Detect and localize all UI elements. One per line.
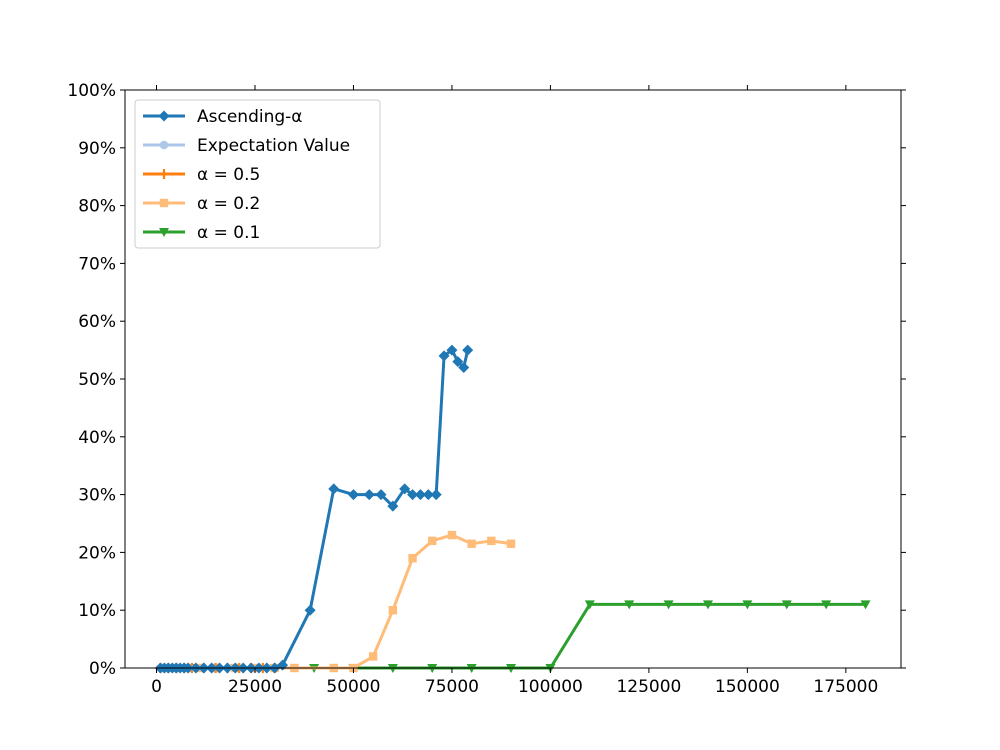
data-point — [458, 361, 470, 373]
x-tick-label: 175000 — [813, 677, 878, 697]
legend-marker — [159, 169, 169, 179]
legend-marker — [158, 110, 170, 122]
x-tick-label: 75000 — [425, 677, 479, 697]
data-point — [702, 600, 713, 610]
x-tick-label: 125000 — [616, 677, 681, 697]
data-point — [584, 600, 595, 610]
data-point — [363, 489, 375, 501]
y-tick-label: 30% — [78, 486, 116, 506]
data-point — [447, 530, 457, 540]
data-point — [328, 483, 340, 495]
legend-entry: Expectation Value — [143, 136, 350, 156]
data-point — [487, 536, 496, 546]
y-tick-label: 40% — [78, 428, 116, 448]
data-point — [462, 344, 474, 356]
legend-marker — [159, 198, 169, 208]
data-point — [375, 489, 387, 501]
data-point — [304, 604, 316, 616]
data-point — [408, 553, 417, 563]
y-tick-label: 20% — [78, 543, 116, 563]
legend-label: α = 0.1 — [197, 223, 260, 243]
y-tick-label: 10% — [78, 601, 116, 621]
data-point — [663, 600, 674, 610]
data-point — [446, 344, 458, 356]
data-point — [388, 606, 398, 615]
y-tick-label: 50% — [78, 370, 116, 390]
x-tick-label: 50000 — [326, 677, 380, 697]
legend: Ascending-α Expectation Value α = 0.5 α = 0… — [134, 99, 381, 249]
legend-marker — [159, 140, 169, 150]
data-point — [428, 536, 437, 546]
data-point — [368, 652, 378, 661]
data-point — [438, 350, 450, 362]
x-tick-label: 25000 — [228, 677, 282, 697]
y-tick-label: 70% — [78, 254, 116, 274]
x-tick-label: 0 — [151, 677, 162, 697]
data-point — [407, 489, 419, 501]
data-point — [781, 600, 792, 610]
legend-entry: α = 0.1 — [143, 223, 260, 243]
x-tick-label: 100000 — [518, 677, 583, 697]
legend-entry: α = 0.5 — [143, 165, 260, 185]
y-tick-label: 90% — [78, 139, 116, 159]
data-point — [506, 539, 516, 548]
data-point — [821, 600, 832, 610]
legend-marker — [159, 228, 169, 237]
data-point — [387, 500, 399, 512]
legend-entry: Ascending-α — [143, 107, 303, 127]
data-point — [414, 489, 426, 501]
y-tick-label: 80% — [78, 197, 116, 217]
legend-label: Ascending-α — [197, 107, 303, 127]
legend-label: α = 0.2 — [197, 194, 260, 214]
data-point — [860, 600, 871, 610]
data-point — [467, 539, 476, 548]
x-tick-label: 150000 — [715, 677, 780, 697]
axes: 0 25000 50000 75000 100000 125000 150000 175000… — [67, 81, 906, 697]
data-point — [742, 600, 753, 610]
data-point — [452, 356, 464, 368]
y-tick-label: 0% — [89, 659, 116, 679]
data-point — [430, 489, 442, 501]
y-tick-label: 100% — [67, 81, 116, 101]
y-tick-label: 60% — [78, 312, 116, 332]
legend-entry: α = 0.2 — [143, 194, 260, 214]
legend-label: α = 0.5 — [197, 165, 260, 185]
data-point — [399, 483, 411, 495]
data-point — [347, 489, 359, 501]
legend-label: Expectation Value — [197, 136, 350, 156]
data-point — [422, 489, 434, 501]
legend-box — [134, 99, 381, 249]
data-point — [624, 600, 635, 610]
